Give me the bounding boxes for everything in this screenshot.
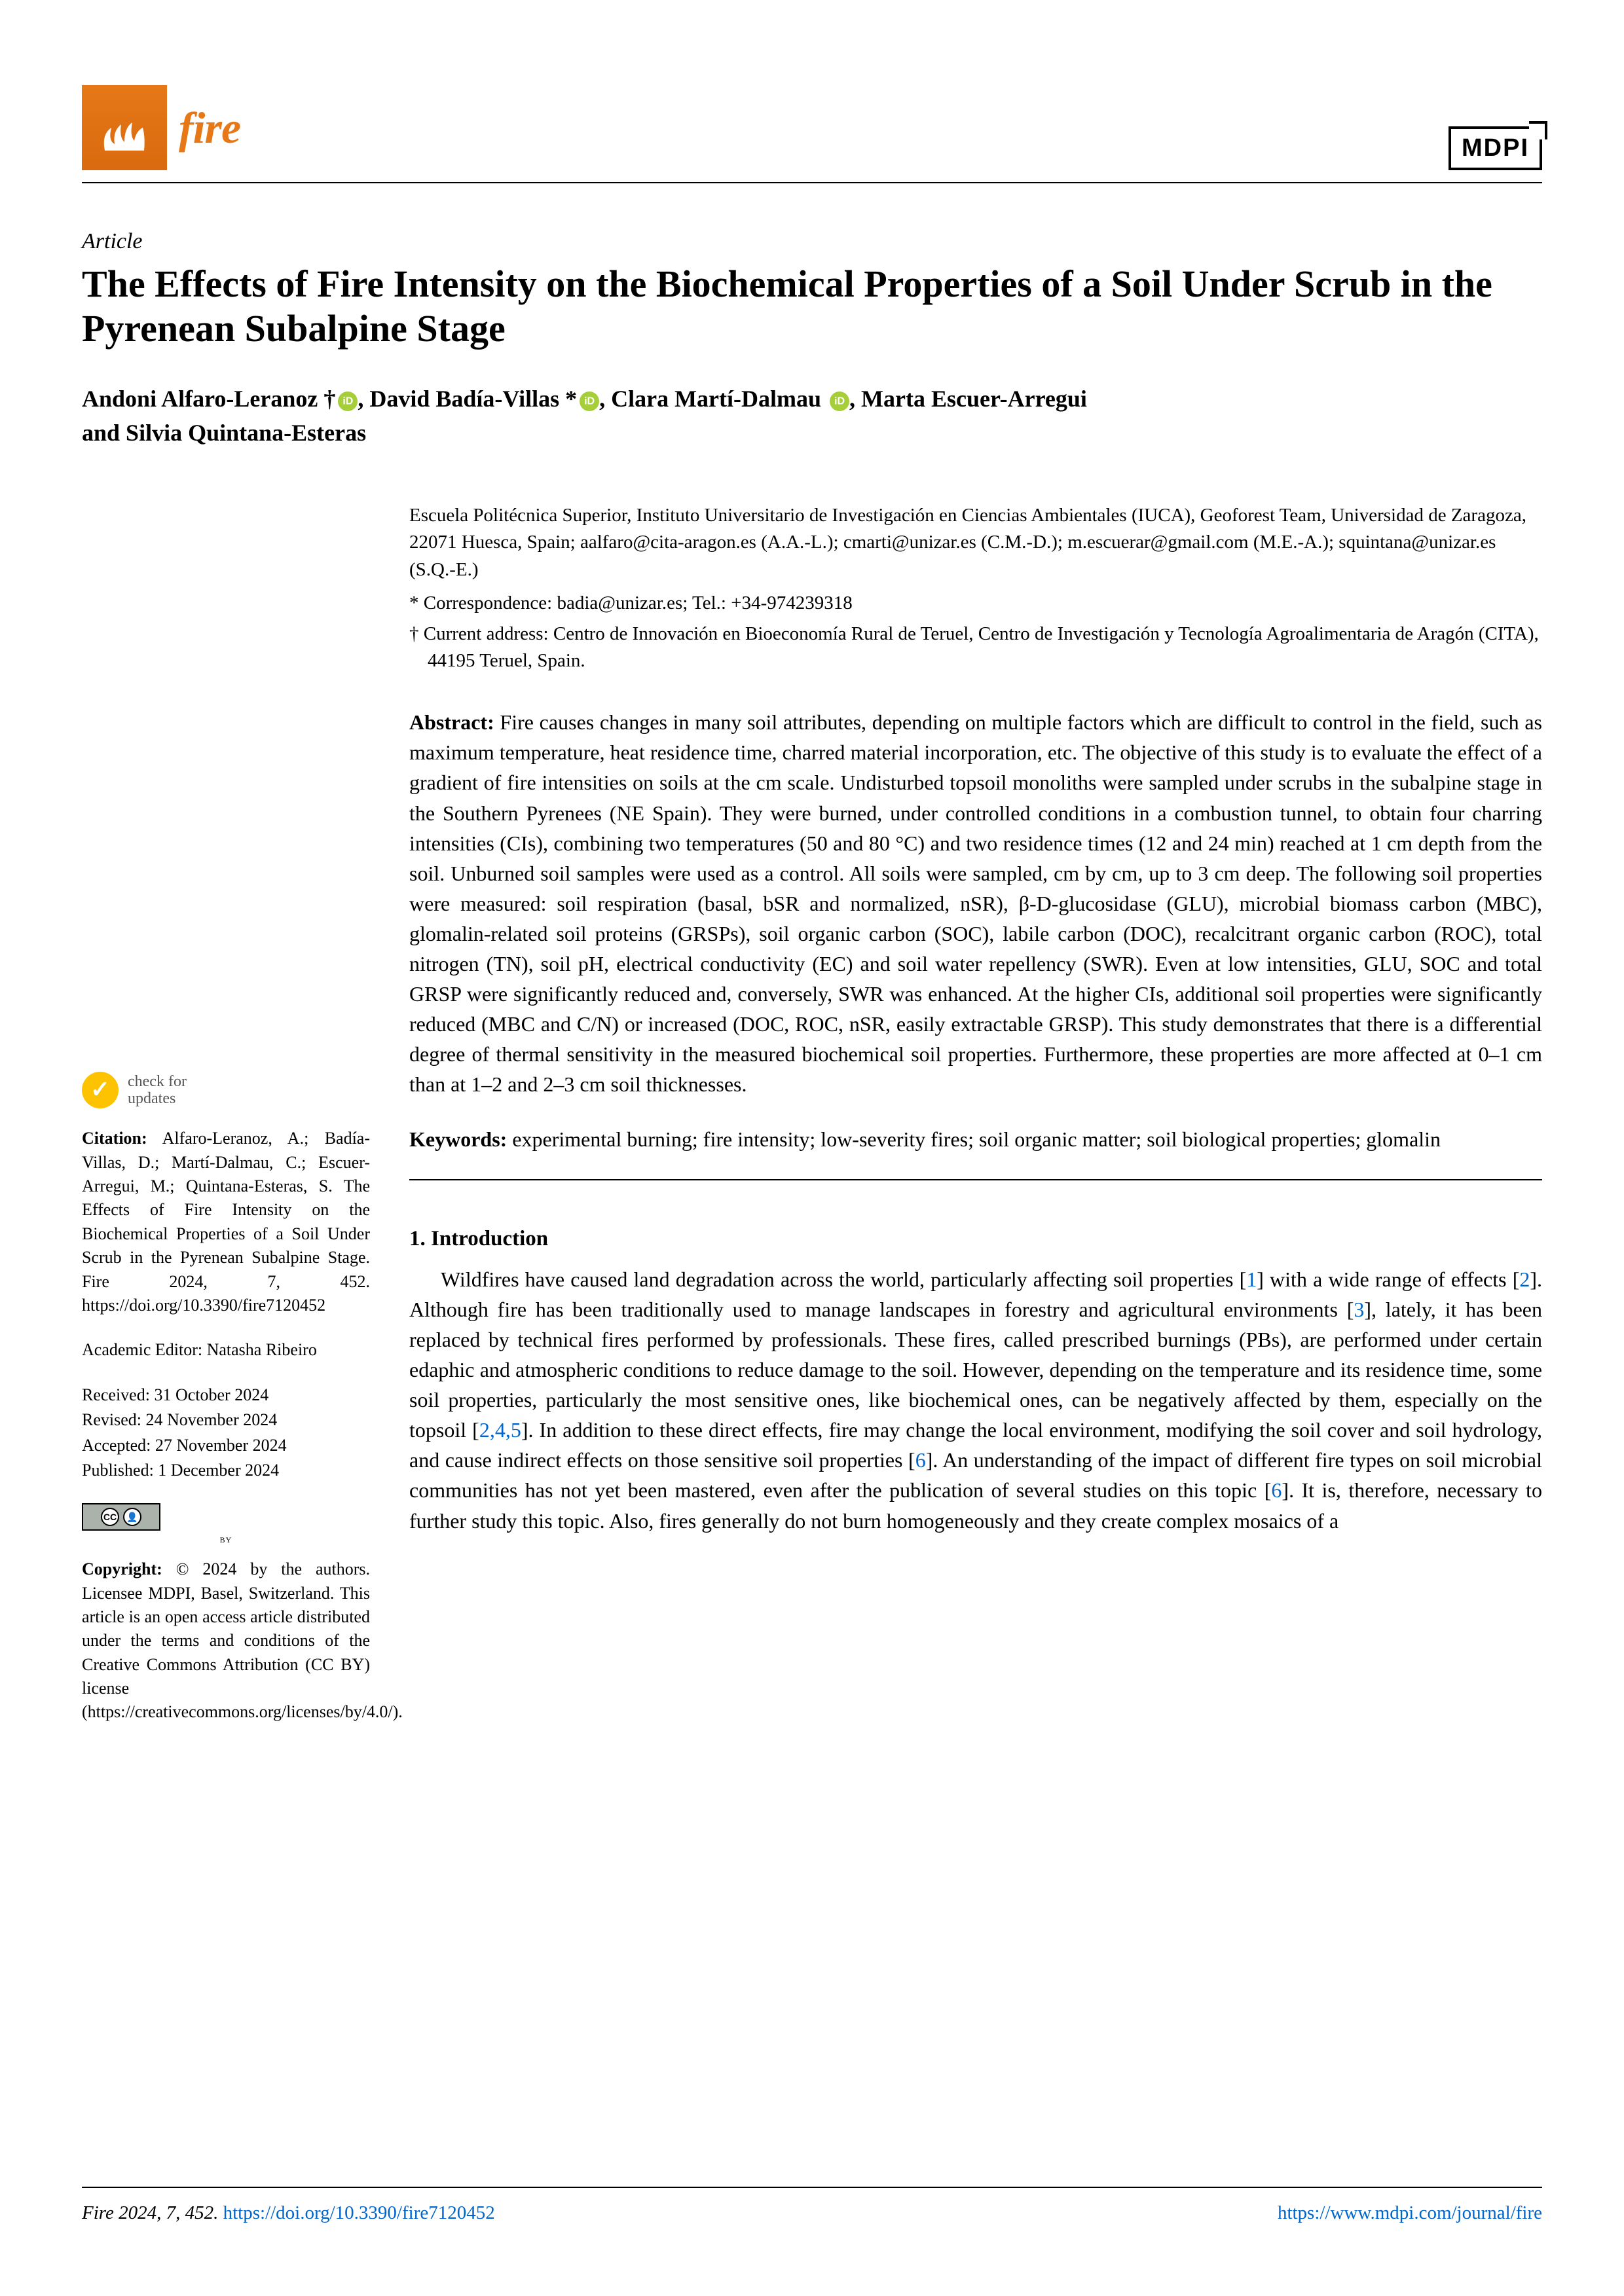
orcid-icon[interactable] bbox=[580, 392, 599, 411]
keywords-block: Keywords: experimental burning; fire int… bbox=[409, 1124, 1542, 1180]
correspondence: * Correspondence: badia@unizar.es; Tel.:… bbox=[409, 590, 1542, 617]
by-icon: 👤 bbox=[123, 1508, 141, 1526]
two-column-layout: check forupdates Citation: Alfaro-Lerano… bbox=[82, 502, 1542, 1724]
check-icon bbox=[82, 1072, 119, 1108]
page-header: fire MDPI bbox=[82, 85, 1542, 183]
author-3: , Clara Martí-Dalmau bbox=[599, 386, 827, 412]
introduction-paragraph: Wildfires have caused land degradation a… bbox=[409, 1264, 1542, 1536]
abstract-block: Abstract: Fire causes changes in many so… bbox=[409, 707, 1542, 1099]
academic-editor: Academic Editor: Natasha Ribeiro bbox=[82, 1338, 370, 1362]
cc-license-badge[interactable]: CC 👤 bbox=[82, 1503, 160, 1531]
reference-link[interactable]: 6 bbox=[915, 1448, 926, 1472]
citation-text: Alfaro-Leranoz, A.; Badía-Villas, D.; Ma… bbox=[82, 1129, 370, 1315]
article-title: The Effects of Fire Intensity on the Bio… bbox=[82, 262, 1542, 352]
authors: Andoni Alfaro-Leranoz † , David Badía-Vil… bbox=[82, 382, 1542, 450]
orcid-icon[interactable] bbox=[830, 392, 849, 411]
reference-link[interactable]: 1 bbox=[1246, 1267, 1257, 1291]
keywords-label: Keywords: bbox=[409, 1127, 507, 1151]
doi-link[interactable]: https://doi.org/10.3390/fire7120452 bbox=[223, 2202, 495, 2223]
author-4: , Marta Escuer-Arregui bbox=[849, 386, 1087, 412]
publisher-logo: MDPI bbox=[1449, 126, 1542, 170]
fire-icon bbox=[82, 85, 167, 170]
section-heading-1: 1. Introduction bbox=[409, 1224, 1542, 1255]
date-accepted: Accepted: 27 November 2024 bbox=[82, 1434, 370, 1457]
sidebar: check forupdates Citation: Alfaro-Lerano… bbox=[82, 502, 370, 1724]
footer-citation: Fire 2024, 7, 452. bbox=[82, 2202, 223, 2223]
cc-by-label: BY bbox=[82, 1535, 370, 1546]
intro-text: Wildfires have caused land degradation a… bbox=[441, 1267, 1246, 1291]
journal-logo: fire bbox=[82, 85, 240, 170]
copyright-block: Copyright: © 2024 by the authors. Licens… bbox=[82, 1558, 370, 1724]
article-dates: Received: 31 October 2024 Revised: 24 No… bbox=[82, 1383, 370, 1483]
copyright-text: © 2024 by the authors. Licensee MDPI, Ba… bbox=[82, 1559, 403, 1721]
date-published: Published: 1 December 2024 bbox=[82, 1459, 370, 1482]
footer-left: Fire 2024, 7, 452. https://doi.org/10.33… bbox=[82, 2202, 495, 2224]
keywords-text: experimental burning; fire intensity; lo… bbox=[507, 1127, 1441, 1151]
page-footer: Fire 2024, 7, 452. https://doi.org/10.33… bbox=[82, 2187, 1542, 2224]
author-5: and Silvia Quintana-Esteras bbox=[82, 420, 366, 446]
date-revised: Revised: 24 November 2024 bbox=[82, 1408, 370, 1432]
abstract-text: Fire causes changes in many soil attribu… bbox=[409, 710, 1542, 1096]
author-1: Andoni Alfaro-Leranoz † bbox=[82, 386, 335, 412]
reference-link[interactable]: 2,4,5 bbox=[479, 1418, 521, 1442]
check-updates-text: check forupdates bbox=[128, 1073, 187, 1108]
intro-text: ] with a wide range of effects [ bbox=[1257, 1267, 1519, 1291]
reference-link[interactable]: 2 bbox=[1519, 1267, 1530, 1291]
main-column: Escuela Politécnica Superior, Instituto … bbox=[409, 502, 1542, 1724]
date-received: Received: 31 October 2024 bbox=[82, 1383, 370, 1407]
copyright-label: Copyright: bbox=[82, 1559, 162, 1578]
citation-block: Citation: Alfaro-Leranoz, A.; Badía-Vill… bbox=[82, 1127, 370, 1317]
author-2: , David Badía-Villas * bbox=[358, 386, 577, 412]
journal-url[interactable]: https://www.mdpi.com/journal/fire bbox=[1278, 2202, 1542, 2224]
reference-link[interactable]: 3 bbox=[1354, 1298, 1364, 1321]
abstract-label: Abstract: bbox=[409, 710, 494, 734]
citation-label: Citation: bbox=[82, 1129, 147, 1148]
current-address: † Current address: Centro de Innovación … bbox=[409, 621, 1542, 674]
journal-name: fire bbox=[179, 102, 240, 154]
article-type: Article bbox=[82, 229, 1542, 254]
reference-link[interactable]: 6 bbox=[1271, 1478, 1282, 1502]
cc-icon: CC bbox=[101, 1508, 119, 1526]
check-updates-badge[interactable]: check forupdates bbox=[82, 1072, 370, 1108]
orcid-icon[interactable] bbox=[338, 392, 358, 411]
affiliation: Escuela Politécnica Superior, Instituto … bbox=[409, 502, 1542, 583]
